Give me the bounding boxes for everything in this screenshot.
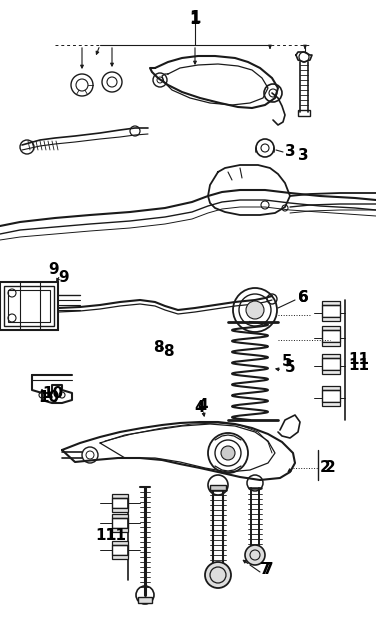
Text: 6: 6 (298, 291, 309, 305)
Bar (8, 290, 50, 322)
Bar (322, 390, 340, 402)
Text: 2: 2 (320, 460, 331, 476)
Bar (0, 282, 58, 330)
Bar (210, 485, 226, 490)
Text: 11: 11 (95, 527, 116, 543)
Text: 4: 4 (198, 398, 208, 413)
Bar (112, 508, 128, 512)
Bar (138, 597, 152, 603)
Circle shape (245, 545, 265, 565)
Bar (112, 541, 128, 545)
Bar (322, 326, 340, 330)
Text: 1: 1 (190, 13, 200, 27)
Text: 8: 8 (163, 345, 174, 359)
Bar (322, 305, 340, 317)
Text: 4: 4 (195, 401, 205, 415)
Bar (322, 402, 340, 406)
Text: 6: 6 (298, 291, 309, 305)
Text: 11: 11 (348, 352, 369, 368)
Text: 2: 2 (325, 460, 336, 476)
Text: 5: 5 (285, 361, 296, 375)
Bar (322, 354, 340, 358)
Bar (112, 514, 128, 518)
Text: 8: 8 (153, 340, 164, 354)
Circle shape (246, 301, 264, 319)
Bar (322, 386, 340, 390)
Text: 9: 9 (58, 270, 69, 286)
Text: 7: 7 (263, 562, 274, 577)
Bar (322, 370, 340, 374)
Bar (322, 342, 340, 346)
Bar (322, 330, 340, 342)
Text: 9: 9 (48, 263, 59, 277)
Text: 1: 1 (189, 9, 201, 27)
Bar (112, 518, 128, 528)
Text: 10: 10 (38, 391, 59, 406)
Bar (4, 286, 54, 326)
Bar (322, 317, 340, 321)
Bar (112, 528, 128, 532)
Text: 10: 10 (42, 385, 63, 401)
Bar (112, 498, 128, 508)
Bar (322, 358, 340, 370)
Bar (112, 555, 128, 559)
Text: 11: 11 (105, 527, 126, 543)
Text: 3: 3 (285, 144, 296, 160)
Bar (112, 545, 128, 555)
Text: 11: 11 (348, 357, 369, 373)
Text: 5: 5 (282, 354, 293, 370)
Bar (322, 301, 340, 305)
Text: 7: 7 (260, 562, 271, 577)
Bar (112, 494, 128, 498)
Text: 3: 3 (298, 148, 309, 163)
Circle shape (221, 446, 235, 460)
Circle shape (205, 562, 231, 588)
Bar (298, 110, 310, 116)
